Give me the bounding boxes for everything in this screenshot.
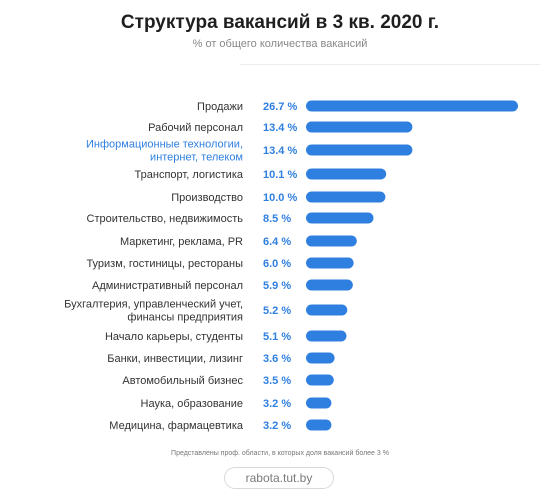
bar bbox=[306, 374, 334, 386]
bar bbox=[306, 397, 332, 409]
bar bbox=[306, 257, 354, 269]
value-label: 13.4 % bbox=[263, 122, 297, 134]
value-label: 3.5 % bbox=[263, 375, 291, 387]
category-label: Маркетинг, реклама, PR bbox=[120, 236, 243, 248]
category-label: Медицина, фармацевтика bbox=[109, 420, 244, 432]
category-label: Бухгалтерия, управленческий учет, bbox=[64, 299, 243, 311]
category-label: Туризм, гостиницы, рестораны bbox=[86, 258, 243, 270]
category-label: Строительство, недвижимость bbox=[87, 213, 244, 225]
bar bbox=[306, 168, 387, 180]
value-label: 6.0 % bbox=[263, 258, 291, 270]
bar bbox=[306, 279, 353, 291]
category-label: финансы предприятия bbox=[127, 312, 243, 324]
category-label: Банки, инвестиции, лизинг bbox=[107, 353, 243, 365]
category-label: Автомобильный бизнес bbox=[122, 375, 243, 387]
header-divider bbox=[240, 64, 540, 65]
bar bbox=[306, 419, 332, 431]
bar bbox=[306, 121, 413, 133]
category-label: Производство bbox=[171, 192, 243, 204]
category-label: Наука, образование bbox=[141, 398, 243, 410]
bar bbox=[306, 330, 347, 342]
source-badge[interactable]: rabota.tut.by bbox=[224, 467, 334, 489]
chart-title: Структура вакансий в 3 кв. 2020 г. bbox=[120, 12, 440, 33]
value-label: 5.2 % bbox=[263, 305, 291, 317]
bar bbox=[306, 191, 386, 203]
bar bbox=[306, 304, 348, 316]
category-label: Продажи bbox=[197, 101, 243, 113]
value-label: 6.4 % bbox=[263, 236, 291, 248]
value-label: 10.1 % bbox=[263, 169, 297, 181]
category-label: Транспорт, логистика bbox=[135, 169, 244, 181]
value-label: 3.2 % bbox=[263, 420, 291, 432]
value-label: 3.6 % bbox=[263, 353, 291, 365]
value-label: 10.0 % bbox=[263, 192, 297, 204]
category-label: Информационные технологии, bbox=[86, 139, 243, 151]
category-label: Начало карьеры, студенты bbox=[105, 331, 243, 343]
category-label: интернет, телеком bbox=[150, 152, 243, 164]
category-label: Рабочий персонал bbox=[148, 122, 243, 134]
bar bbox=[306, 212, 374, 224]
bar bbox=[306, 100, 518, 112]
value-label: 3.2 % bbox=[263, 398, 291, 410]
bar bbox=[306, 352, 335, 364]
chart-subtitle: % от общего количества вакансий bbox=[192, 38, 368, 50]
bar bbox=[306, 144, 413, 156]
bar bbox=[306, 235, 357, 247]
value-label: 5.9 % bbox=[263, 280, 291, 292]
value-label: 26.7 % bbox=[263, 101, 297, 113]
value-label: 13.4 % bbox=[263, 145, 297, 157]
value-label: 5.1 % bbox=[263, 331, 291, 343]
category-label: Административный персонал bbox=[92, 280, 243, 292]
footnote: Представлены проф. области, в которых до… bbox=[171, 450, 389, 457]
value-label: 8.5 % bbox=[263, 213, 291, 225]
